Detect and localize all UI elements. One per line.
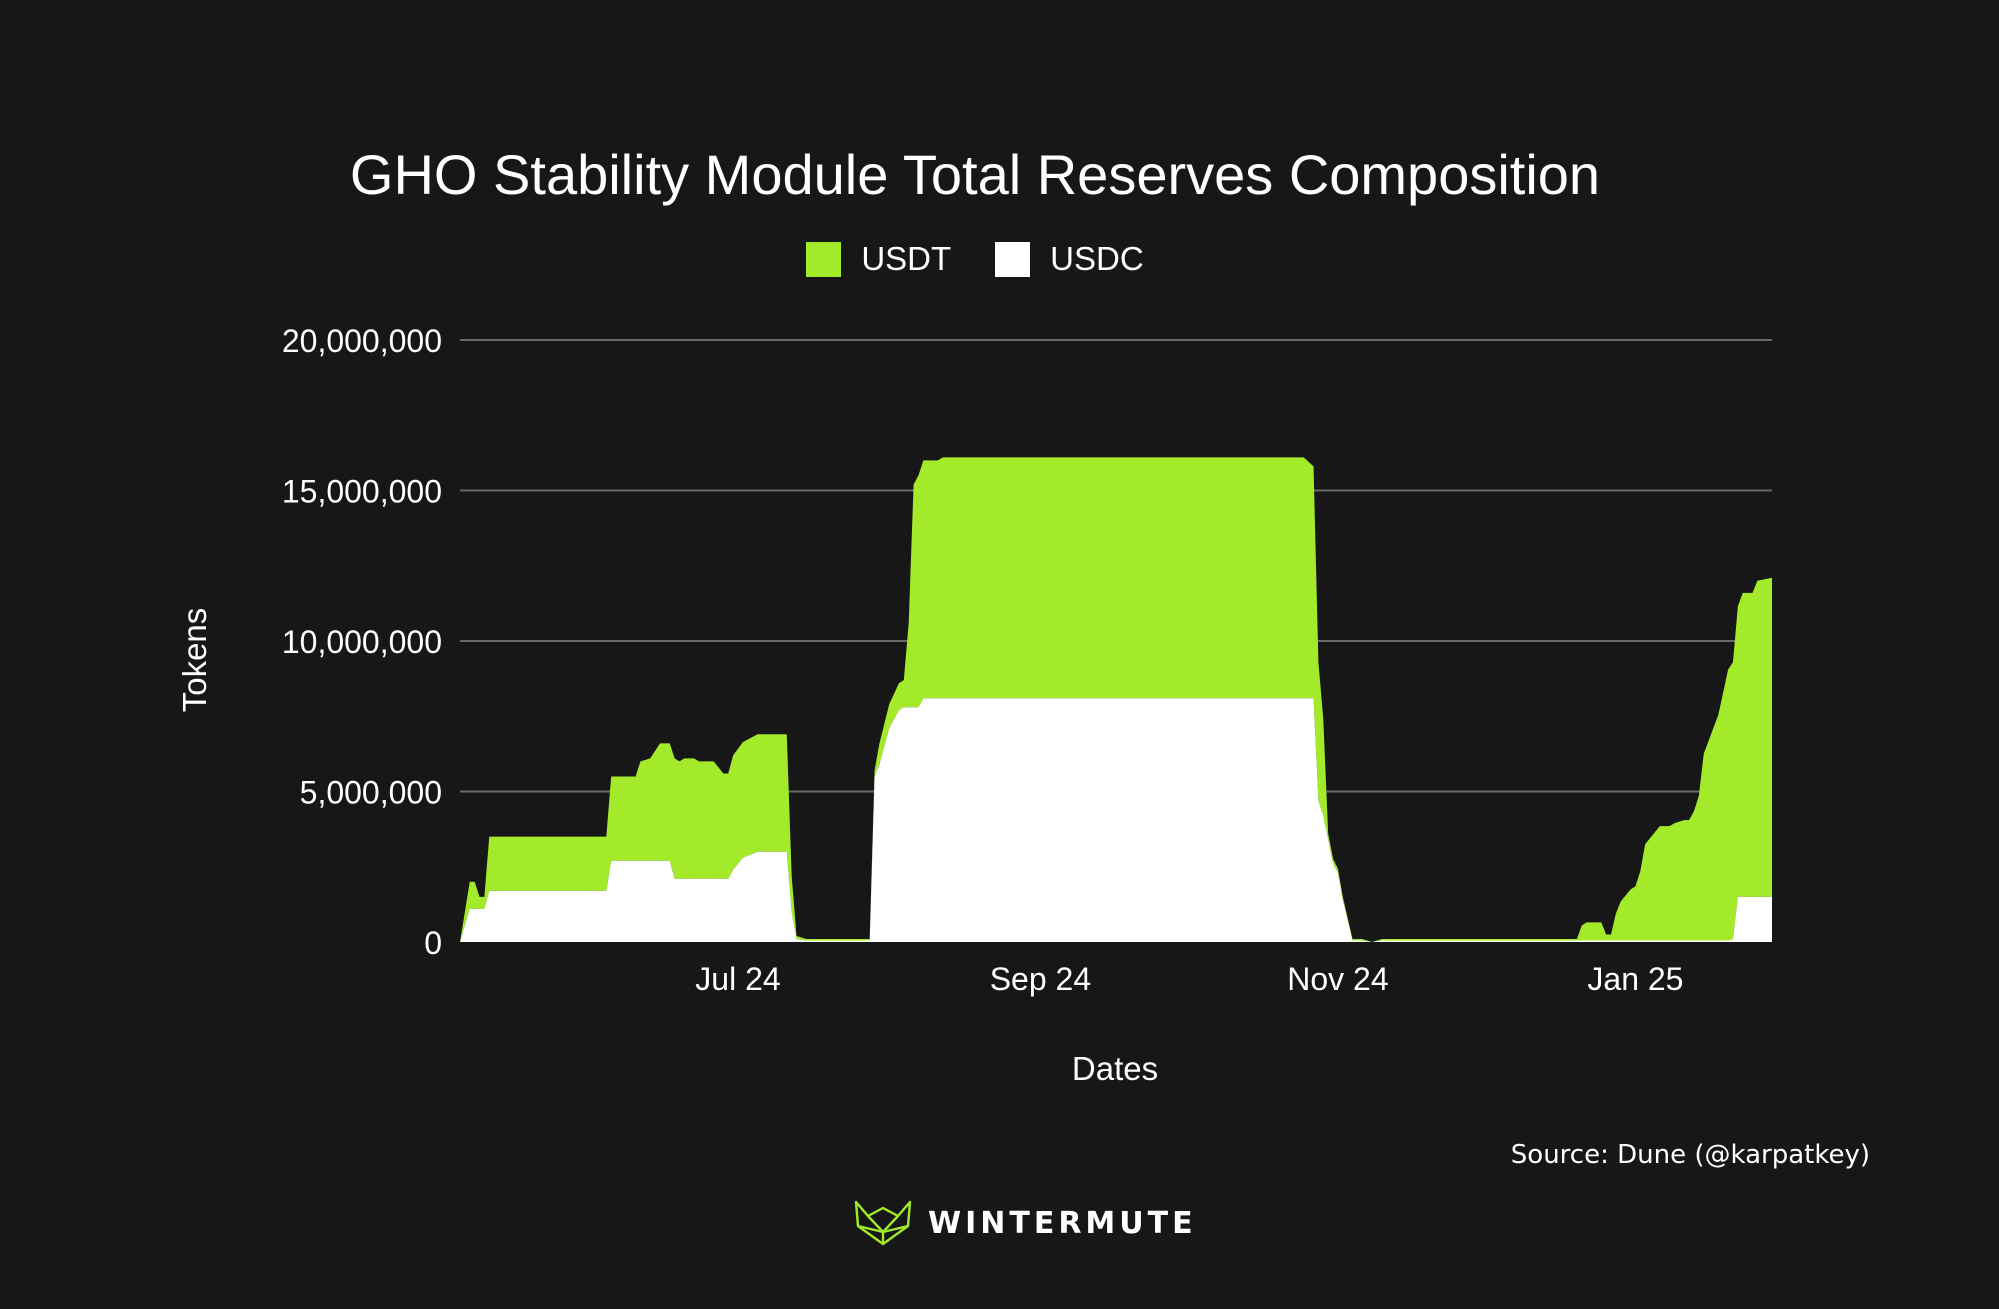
x-tick-label: Sep 24 xyxy=(990,961,1091,997)
chart-title: GHO Stability Module Total Reserves Comp… xyxy=(349,143,1601,206)
y-tick-label: 15,000,000 xyxy=(282,474,442,510)
y-tick-label: 5,000,000 xyxy=(300,775,442,811)
y-tick-label: 10,000,000 xyxy=(282,624,442,660)
x-tick-label: Jul 24 xyxy=(695,961,780,997)
x-tick-label: Jan 25 xyxy=(1587,961,1683,997)
legend-swatch-usdc xyxy=(995,241,1031,277)
y-axis-title: Tokens xyxy=(176,608,213,713)
brand-logo: WINTERMUTE xyxy=(852,1198,1197,1248)
legend-label-usdt: USDT xyxy=(861,240,952,277)
legend-swatch-usdt xyxy=(806,241,842,277)
x-axis-title: Dates xyxy=(1072,1050,1158,1087)
legend: USDT USDC xyxy=(0,240,1950,278)
legend-item-usdt[interactable]: USDT xyxy=(806,240,951,278)
wintermute-fox-logo-icon xyxy=(854,1200,912,1246)
source-note: Source: Dune (@karpatkey) xyxy=(1510,1140,1870,1170)
legend-label-usdc: USDC xyxy=(1050,240,1144,277)
x-tick-label: Nov 24 xyxy=(1287,961,1388,997)
y-tick-label: 20,000,000 xyxy=(282,323,442,359)
legend-item-usdc[interactable]: USDC xyxy=(995,240,1144,278)
brand-name: WINTERMUTE xyxy=(928,1205,1197,1241)
area-usdc xyxy=(460,698,1772,942)
area-usdt xyxy=(460,457,1772,942)
y-tick-label: 0 xyxy=(424,925,442,961)
